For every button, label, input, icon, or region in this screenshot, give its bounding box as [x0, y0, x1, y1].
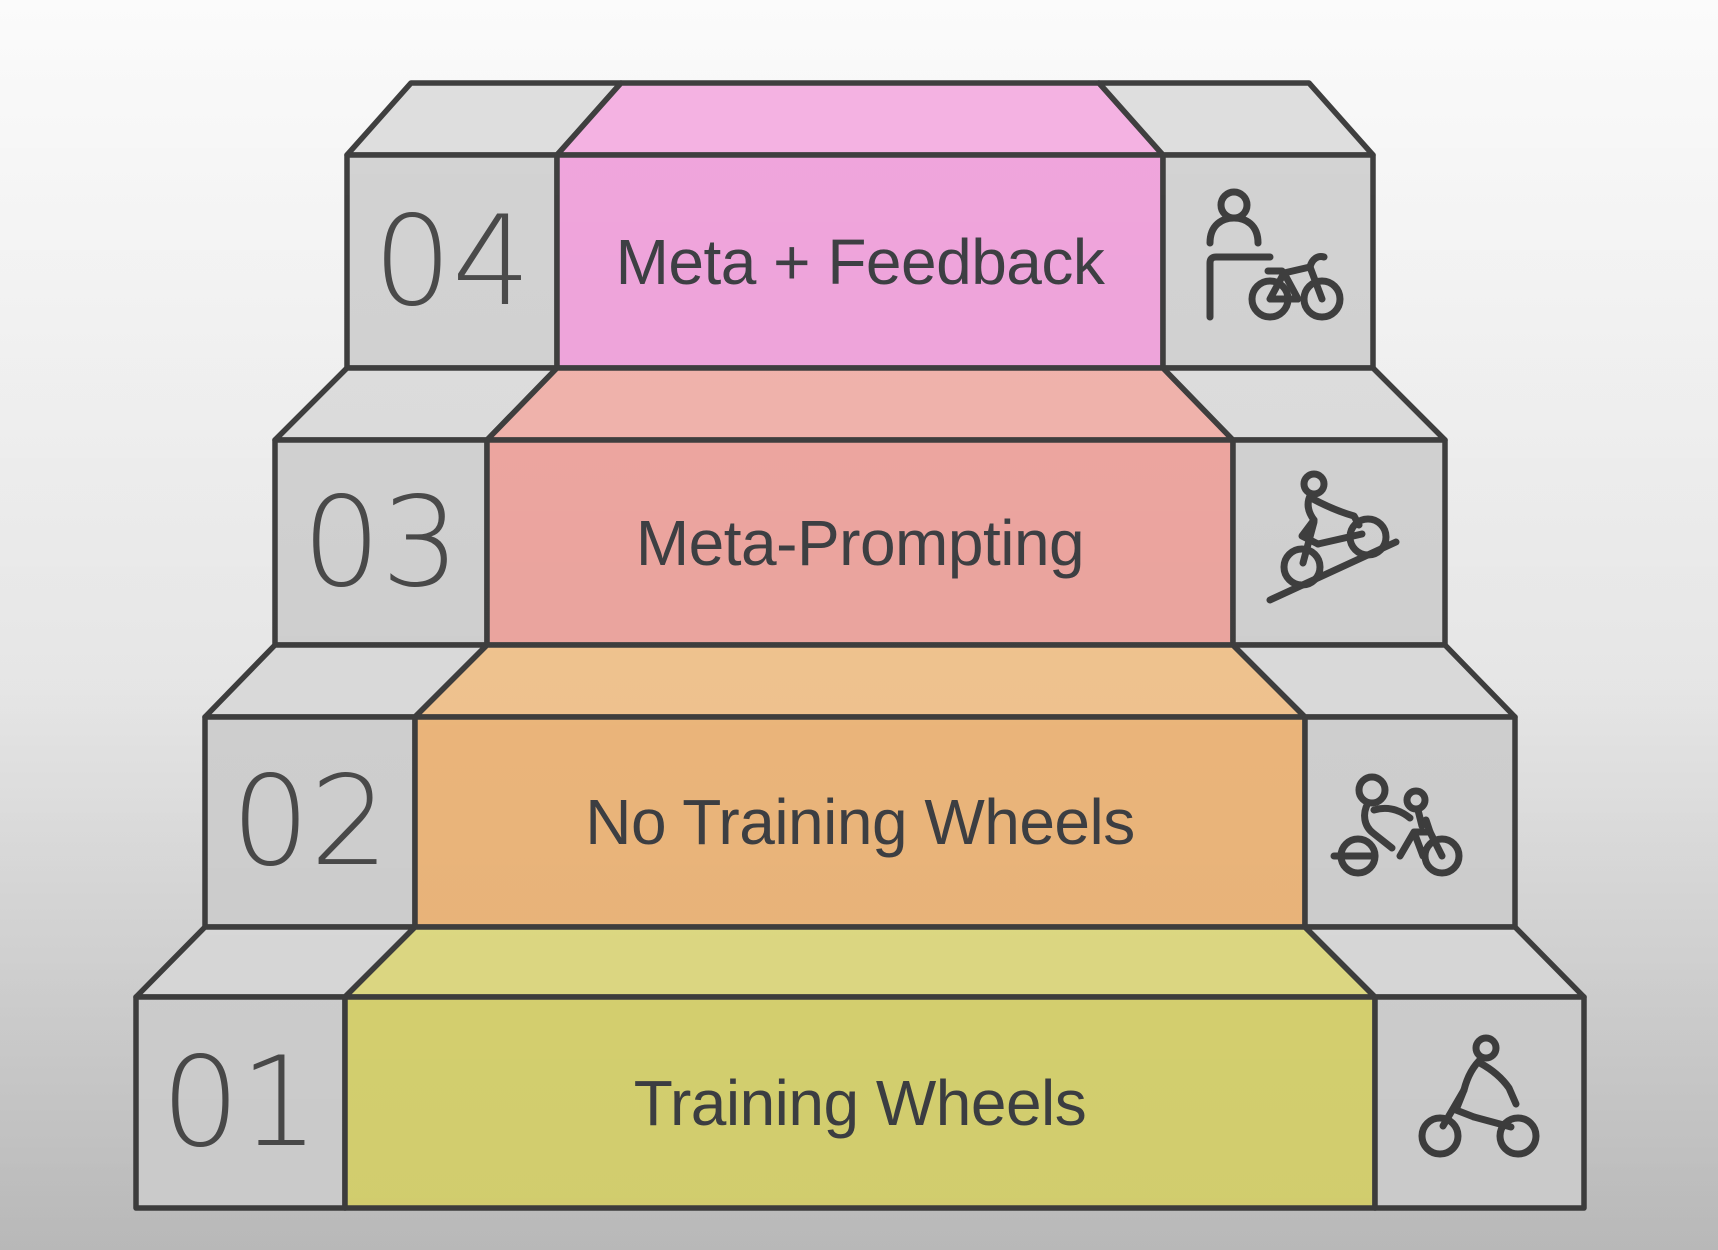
- step-04-top-face-center: [554, 80, 1166, 158]
- step-02-top-face-center: [412, 642, 1308, 720]
- step-03-label: Meta-Prompting: [636, 507, 1084, 579]
- step-04: 04 Meta + Feedback: [344, 80, 1376, 371]
- step-03-top-face-center: [484, 365, 1236, 443]
- step-01-top-face-center: [342, 924, 1378, 1000]
- step-04-number: 04: [373, 190, 531, 334]
- step-03: 03 Meta-Prompting: [272, 365, 1448, 648]
- step-01: 01 Training Wheels: [133, 924, 1587, 1211]
- step-02-label: No Training Wheels: [585, 786, 1134, 858]
- step-04-label: Meta + Feedback: [616, 226, 1106, 298]
- step-02-icon-panel: [1302, 714, 1518, 930]
- step-04-icon-panel: [1160, 152, 1376, 371]
- step-03-number: 03: [302, 471, 460, 615]
- step-01-label: Training Wheels: [634, 1067, 1087, 1139]
- step-01-number: 01: [161, 1031, 319, 1175]
- step-02: 02 No Training Wheels: [202, 642, 1518, 930]
- step-02-number: 02: [231, 750, 389, 894]
- step-01-icon-panel: [1372, 994, 1587, 1211]
